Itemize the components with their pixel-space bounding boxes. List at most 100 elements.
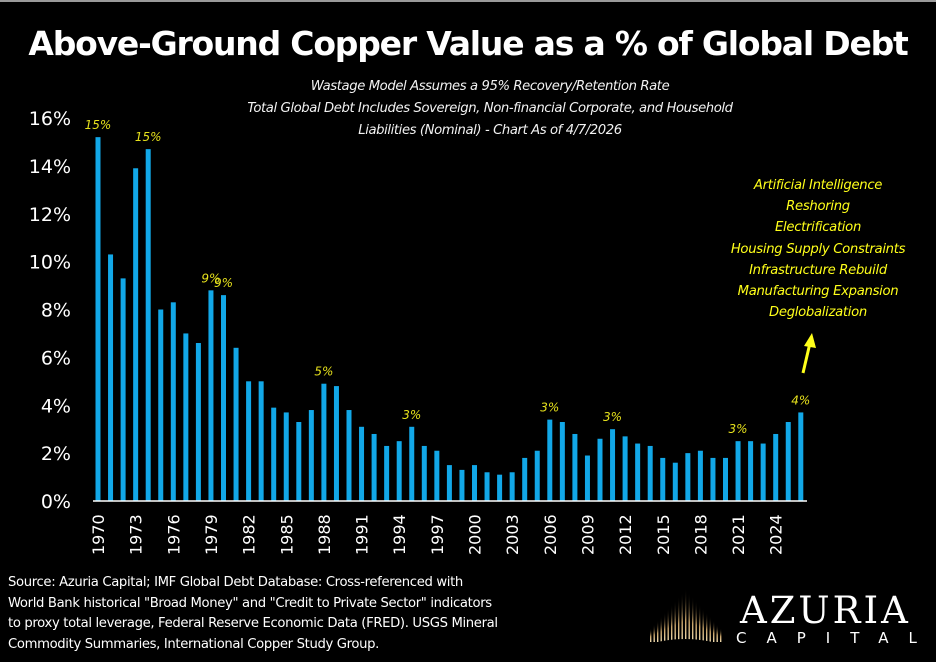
- bar: [346, 410, 352, 501]
- x-axis-ticks: 1970 1973 1976 1979 1982 1985 1988 1991 1994 1997…: [89, 514, 786, 555]
- bar: [773, 433, 779, 501]
- x-tick-label: 2015: [654, 514, 673, 555]
- bar: [522, 457, 528, 501]
- y-tick-label: 4%: [41, 395, 71, 417]
- data-label: 9%: [201, 271, 220, 285]
- bar: [421, 445, 427, 501]
- logo-ray: [706, 612, 708, 642]
- logo-ray: [695, 600, 697, 642]
- bar: [798, 412, 804, 501]
- bar: [509, 472, 515, 501]
- x-tick-label: 1973: [127, 514, 146, 555]
- bar: [484, 472, 490, 501]
- x-tick-label: 1982: [240, 514, 259, 555]
- logo-ray: [653, 624, 655, 642]
- bar: [208, 290, 214, 501]
- sunrise-rays-icon: [642, 588, 728, 650]
- bar: [308, 410, 314, 501]
- logo-ray: [667, 608, 669, 642]
- x-tick-label: 2003: [503, 514, 522, 555]
- bar: [283, 412, 289, 501]
- logo-ray: [713, 620, 715, 642]
- bar: [547, 419, 553, 501]
- logo-ray: [678, 596, 680, 642]
- bar: [760, 443, 766, 501]
- y-tick-label: 16%: [29, 108, 71, 130]
- bar: [434, 450, 440, 501]
- y-axis-ticks: 0% 2% 4% 6% 8% 10% 12% 14% 16%: [29, 108, 71, 513]
- x-tick-label: 2009: [578, 514, 597, 555]
- bar: [158, 309, 164, 501]
- x-tick-label: 2021: [729, 514, 748, 555]
- bar: [170, 302, 176, 501]
- logo-ray: [702, 608, 704, 642]
- bar: [409, 426, 415, 501]
- bar: [635, 443, 641, 501]
- logo-ray: [709, 616, 711, 642]
- driver-item: Electrification: [774, 220, 862, 236]
- data-labels: 15% 15% 9%9% 5% 3% 3% 3% 3% 4%: [85, 118, 811, 436]
- x-tick-label: 2000: [466, 514, 485, 555]
- bar: [647, 445, 653, 501]
- y-tick-label: 10%: [29, 252, 71, 274]
- chart-title: Above-Ground Copper Value as a % of Glob…: [28, 24, 908, 63]
- bar: [723, 457, 728, 501]
- y-tick-label: 6%: [41, 347, 71, 369]
- data-label: 3%: [603, 410, 622, 424]
- bar: [534, 450, 540, 501]
- bar: [195, 343, 201, 501]
- data-label: 3%: [402, 408, 421, 422]
- logo-ray: [720, 628, 722, 642]
- driver-item: Housing Supply Constraints: [730, 241, 906, 257]
- bar: [221, 295, 226, 501]
- bar: [785, 422, 791, 501]
- arrow-up-icon: [801, 333, 816, 374]
- y-tick-label: 14%: [29, 156, 71, 178]
- logo-ray: [671, 604, 673, 642]
- subtitle-line-3: Liabilities (Nominal) - Chart As of 4/7/…: [358, 123, 622, 138]
- logo-ray: [685, 588, 687, 642]
- y-tick-label: 2%: [41, 443, 71, 465]
- x-tick-label: 1997: [428, 514, 447, 555]
- y-tick-label: 0%: [41, 491, 71, 513]
- logo-ray: [650, 628, 652, 642]
- bar: [735, 441, 741, 501]
- driver-item: Artificial Intelligence: [753, 178, 883, 193]
- bar: [271, 407, 277, 501]
- x-tick-label: 1988: [315, 514, 334, 555]
- bar: [246, 381, 252, 501]
- x-tick-label: 1985: [277, 514, 296, 555]
- bar: [672, 462, 678, 501]
- x-tick-label: 1994: [390, 514, 409, 555]
- bar: [108, 254, 114, 501]
- bar: [584, 455, 590, 501]
- bar: [384, 445, 390, 501]
- bar: [321, 383, 327, 501]
- x-tick-label: 1979: [202, 514, 221, 555]
- data-label: 15%: [135, 130, 162, 144]
- bar: [359, 426, 365, 501]
- bar: [145, 149, 151, 501]
- logo-ray: [660, 616, 662, 642]
- x-tick-label: 2018: [691, 514, 710, 555]
- bar: [371, 433, 377, 501]
- data-label: 3%: [540, 401, 559, 415]
- data-label: 3%: [729, 422, 748, 436]
- bar: [459, 469, 465, 501]
- driver-item: Infrastructure Rebuild: [749, 262, 887, 278]
- logo-ray: [692, 596, 694, 642]
- bar: [622, 436, 628, 501]
- x-tick-label: 2006: [541, 514, 560, 555]
- logo-ray: [674, 600, 676, 642]
- bar: [258, 381, 264, 501]
- logo-ray: [681, 592, 683, 642]
- bar: [446, 465, 452, 501]
- x-tick-label: 2012: [616, 514, 635, 555]
- driver-item: Deglobalization: [769, 305, 867, 321]
- bar: [597, 438, 603, 501]
- subtitle-line-2: Total Global Debt Includes Sovereign, No…: [247, 101, 733, 116]
- logo-wordmark: AZURIA: [740, 589, 911, 632]
- bar: [133, 168, 139, 502]
- logo-ray: [657, 620, 659, 642]
- subtitle-line-1: Wastage Model Assumes a 95% Recovery/Ret…: [310, 79, 670, 94]
